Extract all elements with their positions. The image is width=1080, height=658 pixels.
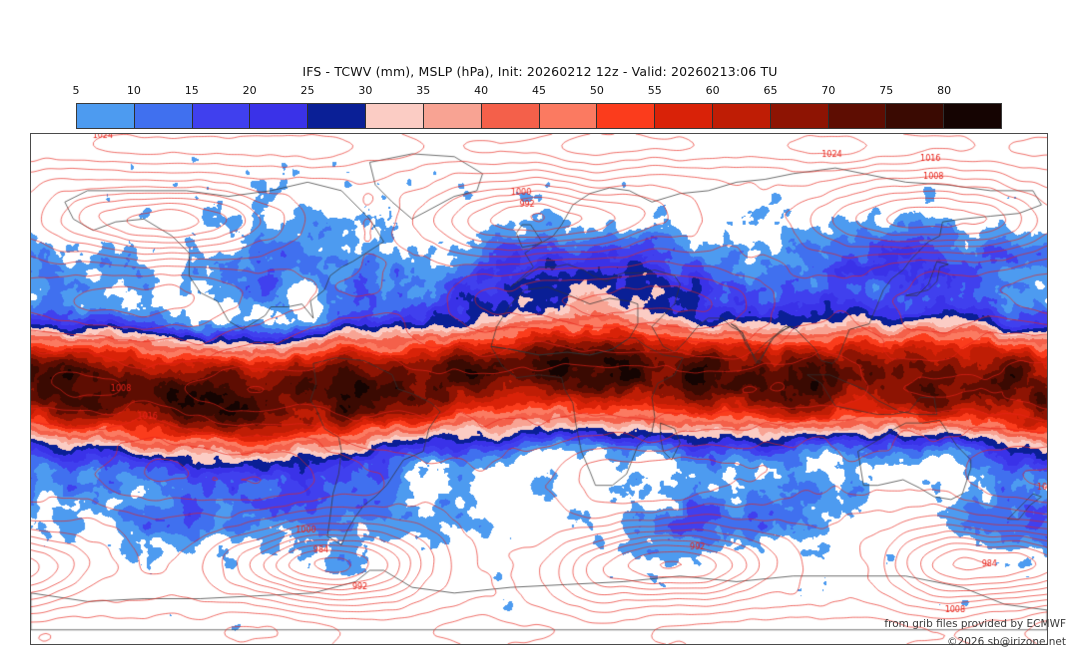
map-canvas[interactable] [31,134,1047,644]
colorbar-tick: 60 [705,84,720,97]
page-title: IFS - TCWV (mm), MSLP (hPa), Init: 20260… [302,64,778,79]
colorbar-swatch [597,104,656,128]
credit-source: from grib files provided by ECMWF [884,618,1066,630]
colorbar-swatch [134,104,193,128]
colorbar-swatch [886,104,945,128]
colorbar-tick: 30 [358,84,373,97]
colorbar-tick-labels: 5 10 15 20 25 30 35 40 45 50 55 60 65 70 75 80 [72,84,1002,102]
colorbar-swatch [655,104,713,128]
colorbar-swatch [712,104,771,128]
colorbar-swatch [192,104,251,128]
colorbar-tick: 70 [821,84,836,97]
colorbar-swatch [828,104,887,128]
map-panel[interactable] [30,133,1048,645]
colorbar-swatch [250,104,309,128]
colorbar-tick: 65 [763,84,778,97]
colorbar-tick: 15 [184,84,199,97]
colorbar-swatches [76,103,1002,129]
colorbar-tick: 50 [589,84,604,97]
colorbar-tick: 80 [937,84,952,97]
colorbar-swatch [366,104,424,128]
colorbar-swatch [944,104,1001,128]
colorbar-tick: 20 [242,84,257,97]
colorbar-tick: 55 [647,84,662,97]
colorbar-swatch [481,104,540,128]
credit-copyright: ©2026 sb@irizone.net [947,636,1066,648]
colorbar-tick: 40 [474,84,489,97]
colorbar: 5 10 15 20 25 30 35 40 45 50 55 60 65 70 75 80 [72,84,1002,132]
colorbar-tick: 35 [416,84,431,97]
colorbar-swatch [423,104,482,128]
colorbar-swatch [77,104,135,128]
colorbar-swatch [539,104,598,128]
colorbar-tick: 25 [300,84,315,97]
colorbar-tick: 45 [532,84,546,97]
colorbar-tick: 10 [126,84,141,97]
colorbar-swatch [308,104,367,128]
colorbar-tick: 75 [879,84,894,97]
colorbar-swatch [770,104,829,128]
colorbar-tick: 5 [72,84,80,97]
